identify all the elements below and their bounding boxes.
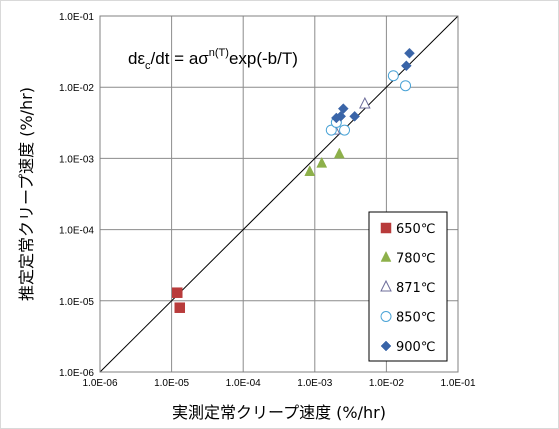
legend-marker: [380, 279, 392, 292]
data-point: [172, 287, 183, 298]
legend-label: 900℃: [396, 340, 435, 355]
data-point: [333, 147, 345, 159]
x-tick-labels: 1.0E-06 1.0E-05 1.0E-04 1.0E-03 1.0E-02 1.0E-…: [82, 378, 475, 389]
y-axis-title: 推定定常クリープ速度 (%/hr): [17, 87, 36, 301]
formula-annotation: dεc/dt = aσn(T)exp(-b/T): [128, 47, 298, 72]
data-points: [172, 47, 415, 313]
plot-border: [99, 15, 459, 373]
legend-marker: [380, 250, 392, 262]
legend-label: 871℃: [396, 281, 435, 296]
formula-middle: /dt = aσ: [151, 49, 210, 68]
y-tick-labels: 1.0E-06 1.0E-05 1.0E-04 1.0E-03 1.0E-02 1.0E-…: [59, 12, 94, 379]
x-tick-label: 1.0E-04: [226, 378, 261, 389]
data-point: [359, 96, 371, 109]
legend-label: 780℃: [396, 252, 435, 267]
y-tick-label: 1.0E-04: [59, 226, 94, 237]
x-tick-label: 1.0E-06: [82, 378, 117, 389]
x-tick-label: 1.0E-05: [154, 378, 189, 389]
data-point: [400, 80, 412, 92]
x-tick-label: 1.0E-01: [440, 378, 475, 389]
legend-box: [368, 211, 448, 362]
legend-label: 850℃: [396, 311, 435, 326]
y-tick-label: 1.0E-03: [59, 154, 94, 165]
legend-marker: [380, 311, 392, 322]
data-point: [387, 70, 399, 82]
formula-prefix: dε: [128, 49, 145, 68]
data-point: [325, 124, 337, 136]
data-point: [316, 156, 328, 168]
y-tick-label: 1.0E-06: [59, 368, 94, 379]
data-point: [174, 302, 186, 313]
formula-sup: n(T): [209, 47, 229, 59]
legend-marker: [380, 340, 392, 352]
x-tick-label: 1.0E-03: [297, 378, 332, 389]
data-point: [404, 47, 415, 59]
data-point: [349, 110, 360, 122]
data-point: [337, 103, 349, 114]
formula-sub: c: [145, 60, 151, 72]
x-tick-label: 1.0E-02: [369, 378, 404, 389]
data-point: [304, 165, 316, 176]
formula-suffix: exp(-b/T): [229, 49, 298, 68]
y-tick-label: 1.0E-05: [59, 297, 94, 308]
y-tick-label: 1.0E-01: [59, 12, 94, 23]
legend-marker: [380, 222, 392, 234]
x-axis-title: 実測定常クリープ速度 (%/hr): [172, 403, 386, 422]
legend: 650℃ 780℃ 871℃ 850℃ 900℃: [380, 222, 435, 355]
data-point: [401, 60, 412, 72]
data-point: [339, 124, 351, 136]
y-tick-label: 1.0E-02: [59, 83, 94, 94]
legend-label: 650℃: [396, 222, 435, 237]
